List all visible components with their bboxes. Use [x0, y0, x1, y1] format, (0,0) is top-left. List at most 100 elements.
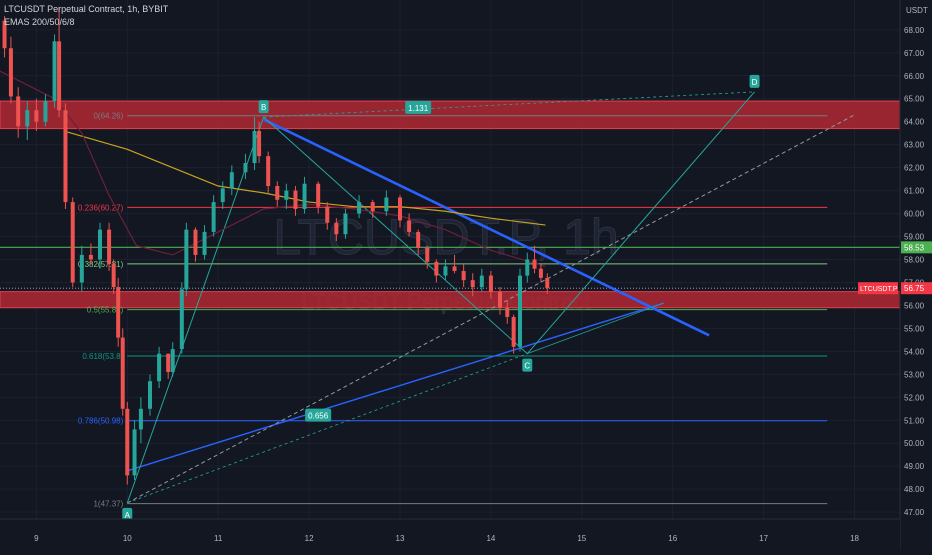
support-zone [0, 291, 901, 309]
ratio-label: 1.131 [408, 104, 429, 113]
price-tick-label: 53.00 [904, 370, 925, 379]
price-tick-label: 48.00 [904, 485, 925, 494]
date-tick-label: 16 [668, 534, 677, 543]
candle-body [116, 287, 121, 338]
pattern-points: 1.131 0.656 A B C D [122, 74, 760, 521]
candle-body [407, 220, 412, 232]
candle-body [229, 172, 234, 189]
watermark: LTCUSDT.P, 1h LTCUSDT Perpetual Contract [273, 209, 620, 315]
candle-body [316, 183, 321, 207]
candle-body [479, 275, 484, 288]
symbol-tag-label: LTCUSDT.P [860, 286, 898, 293]
ema-lines [0, 70, 546, 267]
price-tick-label: 56.00 [904, 301, 925, 310]
pattern-point-badge [122, 507, 133, 521]
candle-body [525, 259, 530, 276]
price-tick-label: 68.00 [904, 26, 925, 35]
price-tick-label: 66.00 [904, 72, 925, 81]
candle-body [434, 261, 439, 276]
indicator-legend: EMAS 200/50/6/8 [4, 17, 75, 27]
time-axis: 9 10 11 12 13 14 15 16 17 18 [0, 518, 900, 550]
level-price-badge [901, 241, 932, 254]
fib-level-label: 0(64.26) [93, 112, 123, 121]
candle-body [57, 41, 62, 111]
candle-body [243, 163, 248, 173]
last-price-label: 56.75 [904, 284, 925, 293]
price-tick-label: 49.00 [904, 462, 925, 471]
price-tick-label: 63.00 [904, 141, 925, 150]
pattern-guide-line [527, 302, 664, 355]
fib-level-label: 0.618(53.8) [82, 352, 123, 361]
candle-body [284, 190, 289, 200]
candle-body [34, 110, 39, 122]
descending-trendline [263, 118, 710, 337]
date-tick-label: 10 [123, 534, 132, 543]
candle-body [138, 408, 143, 430]
chart-title: LTCUSDT Perpetual Contract, 1h, BYBIT [4, 4, 169, 14]
price-axis-unit: USDT [906, 6, 928, 15]
candle-body [398, 197, 402, 221]
drawings [126, 91, 855, 504]
candle-body [148, 381, 152, 409]
fib-level-label: 0.236(60.27) [78, 203, 124, 212]
candle-body [425, 248, 430, 262]
date-tick-label: 18 [850, 534, 859, 543]
watermark-symbol: LTCUSDT.P, 1h [273, 209, 619, 265]
ratio-label-bg [405, 100, 432, 114]
pattern-point-label: C [524, 362, 530, 371]
date-tick-label: 9 [34, 534, 39, 543]
candle-body [179, 289, 184, 350]
candle-body [545, 277, 550, 289]
abcd-pattern-legs [126, 91, 755, 504]
pattern-point-label: D [752, 78, 758, 87]
last-price-badge [901, 282, 932, 295]
zones [0, 100, 901, 309]
candle-body [125, 408, 130, 476]
candle-body [25, 110, 30, 127]
abcd-ratio-line [127, 353, 528, 504]
grid [0, 0, 900, 519]
abcd-ratio-line [263, 91, 755, 118]
candle-body [302, 183, 307, 209]
price-tick-label: 55.00 [904, 324, 925, 333]
date-tick-label: 15 [577, 534, 586, 543]
price-tick-label: 62.00 [904, 164, 925, 173]
candle-body [370, 202, 375, 212]
symbol-tag-badge [858, 282, 898, 295]
candle-body [343, 213, 348, 235]
ema-line [63, 130, 546, 226]
candle-body [252, 130, 257, 164]
price-tick-label: 54.00 [904, 347, 925, 356]
fib-level-label: 0.5(55.82) [87, 306, 124, 315]
price-tick-label: 60.00 [904, 210, 925, 219]
candle-body [488, 275, 493, 292]
date-tick-label: 12 [305, 534, 314, 543]
ema-line [0, 70, 546, 267]
candle-body [357, 202, 362, 214]
candle-body [461, 270, 466, 281]
candle-body [532, 259, 537, 269]
pattern-point-badge [258, 100, 269, 114]
candle-body [157, 353, 162, 382]
price-badges: 58.53 LTCUSDT.P 56.75 [858, 241, 932, 295]
candle-body [120, 337, 125, 409]
date-tick-label: 17 [759, 534, 768, 543]
candle-body [220, 188, 225, 203]
fib-level-label: 0.786(50.98) [78, 417, 124, 426]
candle-body [505, 307, 510, 317]
candle-body [416, 231, 421, 249]
candle-body [257, 130, 262, 157]
candle-body [470, 280, 475, 288]
dashed-extension [127, 114, 855, 504]
price-tick-label: 65.00 [904, 95, 925, 104]
candle-body [184, 229, 189, 290]
candle-body [443, 266, 448, 276]
candle-body [16, 96, 21, 127]
ascending-trendline [127, 302, 664, 472]
candle-body [325, 206, 330, 223]
candle-body [275, 186, 280, 200]
candle-body [538, 268, 543, 278]
candle-body [88, 254, 93, 260]
